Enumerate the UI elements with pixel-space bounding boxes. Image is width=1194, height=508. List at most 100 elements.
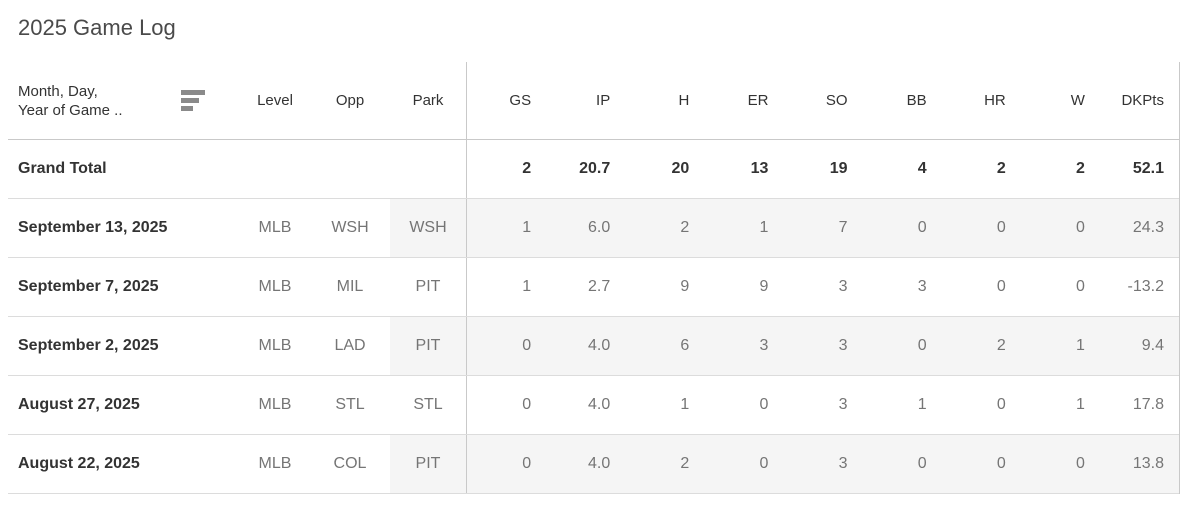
opp-cell[interactable]: LAD — [334, 337, 366, 354]
grand-total-gs[interactable]: 2 — [466, 140, 546, 198]
ip-value-cell[interactable]: 4.0 — [546, 317, 626, 375]
column-header-ip[interactable]: IP — [596, 92, 611, 109]
so-value-cell[interactable]: 3 — [838, 396, 848, 413]
hr-value-cell[interactable]: 0 — [996, 278, 1006, 295]
level-cell[interactable]: MLB — [258, 278, 292, 295]
column-header-opp[interactable]: Opp — [335, 92, 365, 109]
grand-total-bb[interactable]: 4 — [917, 160, 927, 177]
er-value-cell[interactable]: 9 — [759, 278, 769, 295]
column-header-level[interactable]: Level — [257, 92, 293, 109]
date-column-label-line1: Month, Day, — [18, 82, 98, 100]
ip-value-cell[interactable]: 4.0 — [587, 396, 611, 413]
w-value-cell[interactable]: 0 — [1020, 435, 1100, 493]
h-value-cell[interactable]: 9 — [680, 278, 690, 295]
gs-value-cell[interactable]: 1 — [466, 199, 547, 257]
ip-value-cell[interactable]: 6.0 — [546, 199, 626, 257]
table-row: September 13, 2025 MLB WSH WSH 1 6.0 2 1… — [8, 199, 1179, 258]
level-cell[interactable]: MLB — [258, 396, 292, 413]
h-value-cell[interactable]: 6 — [625, 317, 705, 375]
bb-value-cell[interactable]: 0 — [862, 435, 942, 493]
hr-value-cell[interactable]: 2 — [941, 317, 1021, 375]
column-header-w[interactable]: W — [1070, 92, 1085, 109]
gs-value-cell[interactable]: 0 — [466, 317, 547, 375]
page-title: 2025 Game Log — [18, 15, 176, 40]
grand-total-dkpts[interactable]: 52.1 — [1132, 160, 1164, 177]
w-value-cell[interactable]: 1 — [1075, 396, 1085, 413]
grand-total-h[interactable]: 20 — [671, 160, 690, 177]
column-header-park[interactable]: Park — [412, 92, 444, 109]
level-cell[interactable]: MLB — [258, 337, 292, 354]
grand-total-hr[interactable]: 2 — [996, 160, 1006, 177]
er-value-cell[interactable]: 3 — [704, 317, 784, 375]
column-header-hr[interactable]: HR — [984, 92, 1006, 109]
gs-value-cell[interactable]: 1 — [466, 258, 546, 316]
table-row: September 2, 2025 MLB LAD PIT 0 4.0 6 3 … — [8, 317, 1179, 376]
so-value-cell[interactable]: 3 — [838, 278, 848, 295]
date-cell[interactable]: September 13, 2025 — [18, 219, 168, 236]
h-value-cell[interactable]: 2 — [625, 435, 705, 493]
w-value-cell[interactable]: 1 — [1020, 317, 1100, 375]
opp-cell[interactable]: MIL — [336, 278, 364, 295]
park-cell[interactable]: WSH — [390, 199, 466, 257]
column-header-h[interactable]: H — [678, 92, 690, 109]
date-cell[interactable]: September 2, 2025 — [18, 337, 159, 354]
column-header-gs[interactable]: GS — [466, 62, 546, 139]
opp-cell[interactable]: STL — [335, 396, 365, 413]
grand-total-label[interactable]: Grand Total — [18, 160, 107, 177]
date-column-label: Month, Day, Year of Game .. — [18, 82, 171, 120]
table-row: August 22, 2025 MLB COL PIT 0 4.0 2 0 3 … — [8, 435, 1179, 494]
h-value-cell[interactable]: 1 — [680, 396, 690, 413]
hr-value-cell[interactable]: 0 — [941, 435, 1021, 493]
hr-value-cell[interactable]: 0 — [996, 396, 1006, 413]
bb-value-cell[interactable]: 0 — [862, 317, 942, 375]
date-cell[interactable]: August 22, 2025 — [18, 455, 140, 472]
park-cell[interactable]: PIT — [390, 317, 466, 375]
grand-total-ip[interactable]: 20.7 — [579, 160, 611, 177]
park-cell[interactable]: PIT — [390, 435, 466, 493]
park-cell[interactable]: PIT — [415, 278, 441, 295]
grand-total-w[interactable]: 2 — [1075, 160, 1085, 177]
date-column-label-line2: Year of Game .. — [18, 101, 123, 119]
column-header-bb[interactable]: BB — [906, 92, 927, 109]
level-cell[interactable]: MLB — [258, 455, 292, 472]
column-header-er[interactable]: ER — [747, 92, 769, 109]
column-header-dkpts[interactable]: DKPts — [1121, 92, 1164, 109]
park-cell[interactable]: STL — [413, 396, 443, 413]
opp-cell[interactable]: WSH — [331, 219, 369, 236]
dkpts-value-cell[interactable]: 17.8 — [1132, 396, 1164, 413]
bb-value-cell[interactable]: 3 — [917, 278, 927, 295]
w-value-cell[interactable]: 0 — [1075, 278, 1085, 295]
bb-value-cell[interactable]: 0 — [862, 199, 942, 257]
grand-total-so[interactable]: 19 — [829, 160, 848, 177]
so-value-cell[interactable]: 3 — [783, 435, 863, 493]
grand-total-er[interactable]: 13 — [750, 160, 769, 177]
dkpts-value-cell[interactable]: 9.4 — [1099, 317, 1179, 375]
level-cell[interactable]: MLB — [258, 219, 292, 236]
hr-value-cell[interactable]: 0 — [941, 199, 1021, 257]
sort-descending-icon[interactable] — [181, 90, 205, 111]
table-row: September 7, 2025 MLB MIL PIT 1 2.7 9 9 … — [8, 258, 1179, 317]
er-value-cell[interactable]: 1 — [704, 199, 784, 257]
date-cell[interactable]: August 27, 2025 — [18, 396, 140, 413]
opp-cell[interactable]: COL — [333, 455, 367, 472]
er-value-cell[interactable]: 0 — [759, 396, 769, 413]
grand-total-row: Grand Total 2 20.7 20 13 19 4 2 2 52.1 — [8, 140, 1179, 199]
column-header-date[interactable]: Month, Day, Year of Game .. — [8, 62, 240, 139]
so-value-cell[interactable]: 7 — [783, 199, 863, 257]
so-value-cell[interactable]: 3 — [783, 317, 863, 375]
gs-value-cell[interactable]: 0 — [466, 376, 546, 434]
w-value-cell[interactable]: 0 — [1020, 199, 1100, 257]
er-value-cell[interactable]: 0 — [704, 435, 784, 493]
column-header-so[interactable]: SO — [825, 92, 848, 109]
date-cell[interactable]: September 7, 2025 — [18, 278, 159, 295]
h-value-cell[interactable]: 2 — [625, 199, 705, 257]
table-header-row: Month, Day, Year of Game .. Level Opp Pa… — [8, 62, 1179, 140]
dkpts-value-cell[interactable]: 24.3 — [1099, 199, 1179, 257]
ip-value-cell[interactable]: 2.7 — [587, 278, 611, 295]
dkpts-value-cell[interactable]: 13.8 — [1099, 435, 1179, 493]
gs-value-cell[interactable]: 0 — [466, 435, 547, 493]
bb-value-cell[interactable]: 1 — [917, 396, 927, 413]
dkpts-value-cell[interactable]: -13.2 — [1127, 278, 1164, 295]
table-row: August 27, 2025 MLB STL STL 0 4.0 1 0 3 … — [8, 376, 1179, 435]
ip-value-cell[interactable]: 4.0 — [546, 435, 626, 493]
